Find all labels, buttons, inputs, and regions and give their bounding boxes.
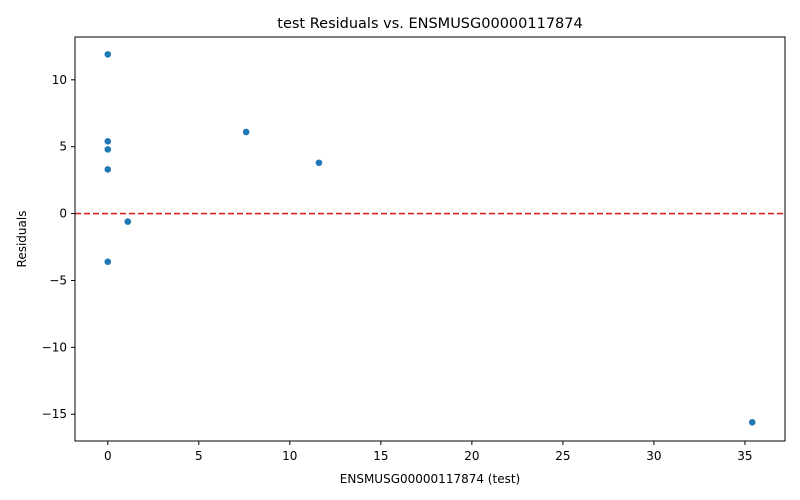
- x-tick-label: 30: [646, 449, 661, 463]
- x-axis-ticks: 0 5 10 15 20 25 30 35: [104, 441, 753, 463]
- data-point: [123, 217, 132, 226]
- x-tick-label: 15: [373, 449, 388, 463]
- y-axis-label: Residuals: [15, 211, 29, 268]
- data-point: [748, 418, 757, 427]
- data-points: [103, 50, 757, 427]
- data-point: [315, 158, 323, 167]
- x-tick-label: 20: [464, 449, 479, 463]
- y-tick-label: −15: [42, 407, 67, 421]
- data-point: [103, 145, 112, 154]
- x-axis-label: ENSMUSG00000117874 (test): [340, 472, 520, 486]
- y-tick-label: −10: [42, 340, 67, 354]
- axes-frame: [74, 36, 786, 442]
- y-tick-label: 0: [59, 207, 67, 221]
- data-point: [103, 50, 112, 59]
- x-tick-label: 35: [737, 449, 752, 463]
- x-tick-label: 25: [555, 449, 570, 463]
- y-axis-ticks: −15 −10 −5 0 5 10: [42, 73, 75, 421]
- data-point: [103, 165, 112, 174]
- data-point: [103, 257, 112, 266]
- chart-title: test Residuals vs. ENSMUSG00000117874: [277, 16, 582, 32]
- x-tick-label: 10: [282, 449, 297, 463]
- x-tick-label: 0: [104, 449, 112, 463]
- data-point: [242, 128, 251, 136]
- y-tick-label: −5: [49, 273, 67, 287]
- y-tick-label: 5: [59, 140, 67, 154]
- y-tick-label: 10: [52, 73, 67, 87]
- x-tick-label: 5: [195, 449, 203, 463]
- data-point: [103, 137, 112, 146]
